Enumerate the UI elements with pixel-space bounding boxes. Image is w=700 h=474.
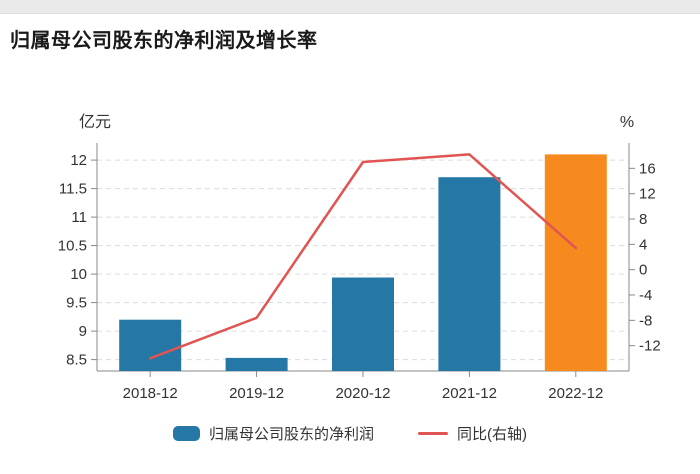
left-tick-label: 11.5 [59,181,87,198]
right-axis-unit-label: % [620,114,634,131]
left-axis-unit-label: 亿元 [79,113,111,131]
right-tick-label: -12 [639,338,661,355]
yoy-line [148,153,578,360]
x-tick-label: 2022-12 [548,385,603,402]
line-series-swatch [418,431,448,435]
bar-2018-12[interactable] [119,319,182,371]
right-tick-label: 0 [639,262,647,279]
right-tick-label: 8 [639,211,647,228]
bar-2022-12[interactable] [544,154,607,371]
x-tick-label: 2020-12 [335,385,390,402]
right-tick-label: -4 [639,287,652,304]
left-tick-label: 9.5 [66,295,87,312]
x-tick-label: 2021-12 [442,385,497,402]
bar-2019-12[interactable] [225,357,288,371]
legend-label: 归属母公司股东的净利润 [208,425,374,443]
bar-2021-12[interactable] [438,177,501,371]
right-tick-label: 4 [639,236,647,253]
bar-2020-12[interactable] [332,277,394,371]
top-strip [0,0,700,14]
chart-legend: 归属母公司股东的净利润 同比(右轴) [0,420,700,446]
right-tick-label: 12 [639,186,656,203]
page-title: 归属母公司股东的净利润及增长率 [10,30,318,52]
left-tick-label: 12 [70,152,87,169]
left-tick-label: 11 [71,209,87,226]
right-tick-label: 16 [639,160,656,177]
left-tick-label: 8.5 [66,352,87,369]
x-tick-label: 2019-12 [229,385,284,402]
legend-label: 同比(右轴) [457,425,527,443]
legend-item-yoy[interactable]: 同比(右轴) [418,423,527,444]
left-tick-label: 10 [70,266,87,283]
legend-item-net-profit[interactable]: 归属母公司股东的净利润 [172,423,374,444]
left-tick-label: 10.5 [58,238,87,255]
bar-series-swatch [172,425,200,441]
right-tick-label: -8 [639,312,652,329]
x-tick-label: 2018-12 [123,385,178,402]
left-tick-label: 9 [79,323,87,340]
